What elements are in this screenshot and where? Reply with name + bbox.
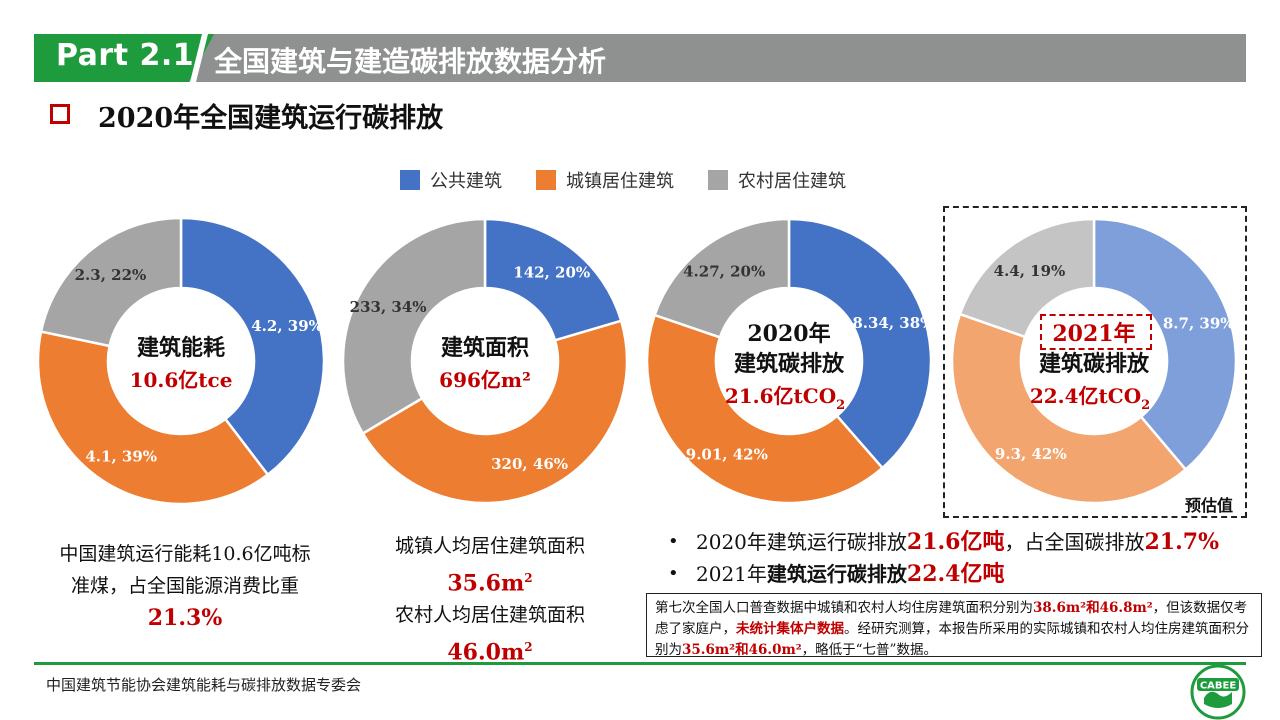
note-v3: 35.6m²和46.0m² — [682, 642, 802, 658]
footer-text: 中国建筑节能协会建筑能耗与碳排放数据专委会 — [46, 676, 362, 694]
section-square-icon — [50, 104, 70, 124]
bullet-2021-mid: 建筑运行碳排放 — [766, 562, 907, 586]
donut-2-slice-2 — [653, 217, 791, 339]
donut-3-slice-0 — [1092, 217, 1238, 472]
note-v1: 38.6m²和46.8m² — [1033, 600, 1153, 616]
donut-0-total: 10.6亿tce — [130, 368, 233, 392]
donut-0-label-2: 2.3, 22% — [75, 266, 147, 284]
note-p3: 。经研究测算，本报告所采用的实际城镇和农村人均住房建筑面积分别为 — [655, 621, 1249, 658]
donut-3-label-0: 8.7, 39% — [1163, 315, 1235, 333]
legend-item-urban: 城镇居住建筑 — [536, 167, 674, 193]
bullet-2020-mid: ，占全国碳排放 — [1004, 530, 1145, 554]
svg-text:CABEE: CABEE — [1200, 681, 1237, 692]
donut-1-slice-2 — [341, 217, 487, 436]
header-bar — [34, 34, 1246, 82]
legend-swatch-public — [400, 170, 420, 190]
bullet-2020-value: 21.6亿吨 — [906, 529, 1005, 555]
legend-label-public: 公共建筑 — [430, 171, 502, 192]
bullet-2020-share: 21.7% — [1144, 529, 1220, 555]
legend: 公共建筑 城镇居住建筑 农村居住建筑 — [400, 168, 880, 192]
donut-2-total: 21.6亿tCO2 — [725, 384, 845, 413]
section-title: 2020年全国建筑运行碳排放 — [98, 103, 444, 134]
donut-1-label-0: 142, 20% — [513, 264, 590, 282]
urban-area-label: 城镇人均居住建筑面积 — [394, 535, 585, 557]
donut-0-center: 建筑能耗 10.6亿tce — [130, 335, 233, 392]
cabee-logo-icon: CABEE — [1190, 664, 1246, 720]
donut-0-slice-2 — [39, 216, 183, 348]
header-green-tab — [34, 34, 214, 82]
donut-3-label-2: 4.4, 19% — [994, 262, 1066, 280]
donut-1-slice-0 — [483, 217, 623, 342]
bullet-2021-prefix: 2021年 — [696, 562, 767, 586]
year-2021-highlight-box — [1040, 314, 1152, 350]
donut-1-label-1: 320, 46% — [491, 455, 568, 473]
energy-share-value: 21.3% — [147, 605, 223, 631]
donut-2-label-2: 4.27, 20% — [683, 262, 765, 280]
energy-text-line2: 准煤，占全国能源消费比重 — [70, 575, 299, 597]
donut-3-total: 22.4亿tCO2 — [1030, 384, 1150, 413]
donut-1-total: 696亿m² — [439, 368, 531, 392]
donut-2-slice-1 — [645, 313, 885, 505]
urban-area-value: 35.6m2 — [447, 570, 533, 597]
footer-line — [34, 662, 1246, 665]
legend-swatch-urban — [536, 170, 556, 190]
note-p2: ，但该数据仅考虑了家庭户， — [655, 600, 1248, 637]
note-v2: 未统计集体户数据 — [736, 621, 844, 637]
rural-area-value: 46.0m2 — [447, 639, 533, 666]
estimate-label: 预估值 — [1185, 496, 1234, 515]
bullet-2020-prefix: 2020年建筑运行碳排放 — [696, 530, 907, 554]
energy-text-block: 中国建筑运行能耗10.6亿吨标 准煤，占全国能源消费比重 21.3% — [40, 538, 330, 634]
legend-swatch-rural — [708, 170, 728, 190]
donut-0-title: 建筑能耗 — [137, 335, 225, 361]
estimate-dashed-box — [943, 206, 1247, 518]
part-label: Part 2.1 — [56, 38, 195, 73]
bullets: • 2020年建筑运行碳排放 21.6亿吨 ，占全国碳排放 21.7% • 2021年… — [668, 526, 1219, 590]
donut-1-slice-1 — [361, 319, 629, 505]
donut-3-title: 建筑碳排放 — [1039, 351, 1150, 377]
note-p1: 第七次全国人口普查数据中城镇和农村人均住房建筑面积分别为 — [655, 600, 1033, 616]
donut-2-year: 2020年 — [747, 321, 830, 347]
donut-2-slice-0 — [787, 217, 933, 470]
bullet-2021-value: 22.4亿吨 — [906, 561, 1005, 587]
area-text-block: 城镇人均居住建筑面积 35.6m2 农村人均居住建筑面积 46.0m2 — [360, 530, 620, 669]
donut-2-label-1: 9.01, 42% — [686, 446, 768, 464]
donut-0-slice-0 — [179, 216, 326, 477]
bullet-2021: • 2021年 建筑运行碳排放 22.4亿吨 — [668, 558, 1219, 590]
donut-1-label-2: 233, 34% — [350, 298, 427, 316]
donut-2-title: 建筑碳排放 — [734, 351, 845, 377]
donut-0-label-1: 4.1, 39% — [85, 448, 157, 466]
donut-2-label-0: 8.34, 38% — [852, 314, 934, 332]
donut-1-center: 建筑面积 696亿m² — [439, 335, 531, 392]
bullet-dot-icon: • — [668, 531, 679, 552]
legend-label-urban: 城镇居住建筑 — [566, 171, 674, 192]
donut-0-slice-1 — [36, 330, 270, 506]
donut-3-year: 2021年 — [1052, 321, 1135, 347]
legend-item-rural: 农村居住建筑 — [708, 167, 846, 193]
note-p4: ，略低于“七普”数据。 — [801, 642, 937, 658]
donut-3-label-1: 9.3, 42% — [995, 445, 1067, 463]
bullet-2020: • 2020年建筑运行碳排放 21.6亿吨 ，占全国碳排放 21.7% — [668, 526, 1219, 558]
header-title: 全国建筑与建造碳排放数据分析 — [214, 45, 607, 78]
donut-3-slice-1 — [950, 312, 1188, 505]
rural-area-label: 农村人均居住建筑面积 — [394, 604, 585, 627]
energy-text-line1: 中国建筑运行能耗10.6亿吨标 — [59, 543, 311, 565]
bullet-dot-icon: • — [668, 563, 679, 584]
donut-3-slice-2 — [958, 217, 1096, 339]
donut-0-label-0: 4.2, 39% — [251, 317, 323, 335]
legend-label-rural: 农村居住建筑 — [738, 171, 846, 192]
legend-item-public: 公共建筑 — [400, 167, 502, 193]
donut-1-title: 建筑面积 — [441, 335, 529, 361]
note-box: 第七次全国人口普查数据中城镇和农村人均住房建筑面积分别为38.6m²和46.8m… — [646, 593, 1262, 658]
